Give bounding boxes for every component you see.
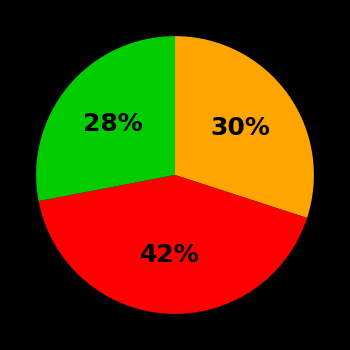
Text: 42%: 42% <box>140 243 200 267</box>
Text: 28%: 28% <box>83 112 143 136</box>
Wedge shape <box>38 175 307 314</box>
Text: 30%: 30% <box>210 116 270 140</box>
Wedge shape <box>175 36 314 218</box>
Wedge shape <box>36 36 175 201</box>
